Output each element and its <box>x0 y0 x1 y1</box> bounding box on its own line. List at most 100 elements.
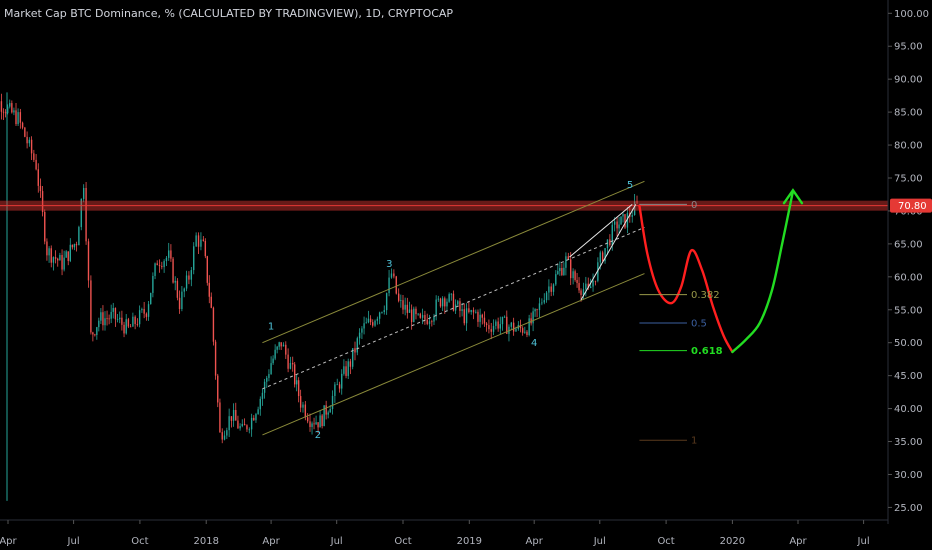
candle-body <box>168 250 170 258</box>
candle-body <box>488 325 490 330</box>
candle-body <box>114 307 117 320</box>
candle-body <box>408 309 411 313</box>
fib-label: 0.5 <box>691 318 707 329</box>
candle-body <box>580 290 582 295</box>
candle-body <box>463 309 465 324</box>
candle-body <box>246 425 248 430</box>
candle-body <box>61 254 63 270</box>
candle-body <box>421 315 424 318</box>
candle-body <box>457 301 459 305</box>
candle-body <box>331 395 334 409</box>
candle-body <box>228 416 230 431</box>
candle-body <box>557 271 559 275</box>
candle-body <box>311 423 313 427</box>
candle-body <box>65 251 67 258</box>
candle-body <box>15 110 17 125</box>
candle-body <box>158 265 161 267</box>
candle-body <box>26 136 28 144</box>
candle-body <box>11 103 13 113</box>
candle-body <box>21 122 24 128</box>
candle-body <box>54 257 57 259</box>
candle-body <box>181 291 183 310</box>
candle-body <box>170 250 172 259</box>
candle-body <box>266 377 268 382</box>
candle-body <box>468 308 470 313</box>
candle-body <box>479 314 481 322</box>
candle-body <box>325 405 327 415</box>
candle-body <box>415 308 417 315</box>
y-tick-label: 60.00 <box>894 272 923 283</box>
candle-body <box>165 257 168 262</box>
candle-body <box>372 322 374 326</box>
candle-body <box>450 293 452 295</box>
y-axis[interactable]: 25.00 30.00 35.00 40.00 45.00 50.00 55.00 60.00… <box>887 0 929 524</box>
candle-body <box>261 392 264 399</box>
candle-body <box>633 201 636 216</box>
candle-body <box>452 293 455 311</box>
candle-body <box>620 216 622 225</box>
candle-body <box>48 248 50 256</box>
candle-body <box>174 280 176 283</box>
candle-body <box>369 318 372 323</box>
candle-body <box>439 298 442 307</box>
x-tick-label: Apr <box>789 536 807 547</box>
candle-body <box>543 300 545 303</box>
candle-body <box>304 404 307 418</box>
candle-body <box>188 275 190 280</box>
candle-body <box>104 318 106 326</box>
fib-label: 1 <box>691 436 697 447</box>
candle-body <box>87 241 90 281</box>
candle-body <box>299 396 302 408</box>
candle-body <box>161 266 163 268</box>
x-tick-label: Oct <box>131 536 148 547</box>
candle-body <box>374 320 376 326</box>
candle-body <box>506 316 508 334</box>
candle-body <box>6 106 9 114</box>
candle-body <box>461 309 463 311</box>
candle-body <box>210 296 212 308</box>
fib-label: 0.618 <box>691 346 723 357</box>
candle-body <box>552 284 555 292</box>
candle-body <box>145 313 148 317</box>
candle-body <box>121 317 123 325</box>
candle-body <box>524 331 526 333</box>
candle-body <box>363 323 365 329</box>
candle-body <box>241 423 243 427</box>
candle-body <box>470 310 472 313</box>
candle-body <box>50 248 52 263</box>
candle-body <box>223 435 226 440</box>
candle-body <box>278 342 280 347</box>
candle-body <box>419 313 421 318</box>
candle-body <box>618 224 620 229</box>
candle-body <box>4 112 7 114</box>
candle-body <box>282 344 285 347</box>
candle-body <box>33 153 35 160</box>
candle-body <box>193 246 195 271</box>
candle-body <box>221 432 223 440</box>
candle-body <box>472 310 475 313</box>
candle-body <box>356 338 359 353</box>
y-tick-label: 45.00 <box>894 371 923 382</box>
candle-body <box>490 329 492 332</box>
candle-body <box>44 211 46 242</box>
candle-body <box>435 299 437 317</box>
candle-body <box>424 315 426 320</box>
candle-body <box>19 112 22 123</box>
candle-body <box>116 319 119 320</box>
candle-body <box>280 342 282 347</box>
candle-body <box>276 346 278 350</box>
candle-body <box>270 363 272 375</box>
candle-body <box>190 270 193 280</box>
candle-body <box>395 276 397 294</box>
x-tick-label: Jul <box>857 536 870 547</box>
x-tick-label: Apr <box>262 536 280 547</box>
candle-body <box>96 327 98 336</box>
candle-body <box>376 318 379 321</box>
wave-label: 2 <box>315 430 321 441</box>
candle-body <box>545 292 548 301</box>
price-badge: 70.80 <box>890 198 932 213</box>
x-axis[interactable]: Apr Jul Oct 2018 Apr Jul Oct 2019 Apr Jul Oct 2020 A… <box>0 519 888 547</box>
candle-body <box>574 271 576 280</box>
candle-body <box>156 263 158 266</box>
